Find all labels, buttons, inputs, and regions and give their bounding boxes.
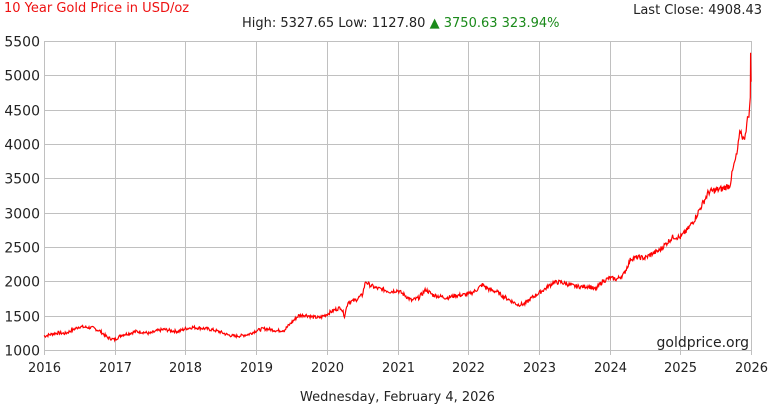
svg-text:2022: 2022: [452, 361, 485, 376]
svg-text:2019: 2019: [240, 361, 273, 376]
svg-text:3000: 3000: [4, 207, 40, 223]
svg-text:2024: 2024: [594, 361, 627, 376]
current-date: Wednesday, February 4, 2026: [300, 390, 495, 405]
svg-text:2000: 2000: [4, 275, 40, 291]
chart-grid: [44, 41, 752, 355]
low-label: Low: 1127.80: [338, 16, 426, 31]
svg-text:2021: 2021: [382, 361, 415, 376]
svg-text:2026: 2026: [735, 361, 768, 376]
change-value: 3750.63: [443, 16, 498, 31]
y-axis-labels: 1000 1500 2000 2500 3000 3500 4000 4500 5000 5500: [4, 35, 40, 360]
high-label: High: 5327.65: [242, 16, 335, 31]
chart-title: 10 Year Gold Price in USD/oz: [4, 1, 190, 16]
last-close-label: Last Close: 4908.43: [633, 3, 762, 18]
svg-text:2017: 2017: [99, 361, 132, 376]
svg-text:4000: 4000: [4, 138, 40, 154]
svg-text:2018: 2018: [169, 361, 202, 376]
svg-text:4500: 4500: [4, 104, 40, 120]
svg-text:5500: 5500: [4, 35, 40, 51]
svg-text:2020: 2020: [311, 361, 344, 376]
watermark: goldprice.org: [657, 335, 749, 351]
up-arrow-icon: ▲: [429, 16, 440, 31]
svg-text:3500: 3500: [4, 172, 40, 188]
svg-text:2500: 2500: [4, 241, 40, 257]
change-percent: 323.94%: [501, 16, 560, 31]
svg-text:2016: 2016: [28, 361, 61, 376]
svg-text:5000: 5000: [4, 69, 40, 85]
svg-text:1000: 1000: [4, 344, 40, 360]
price-stats: High: 5327.65 Low: 1127.80 ▲ 3750.63 323…: [242, 16, 560, 31]
svg-text:2023: 2023: [523, 361, 556, 376]
price-line: [43, 52, 752, 343]
x-axis-labels: 2016 2017 2018 2019 2020 2021 2022 2023 2024 2025…: [28, 361, 768, 376]
svg-text:2025: 2025: [664, 361, 697, 376]
svg-text:1500: 1500: [4, 310, 40, 326]
